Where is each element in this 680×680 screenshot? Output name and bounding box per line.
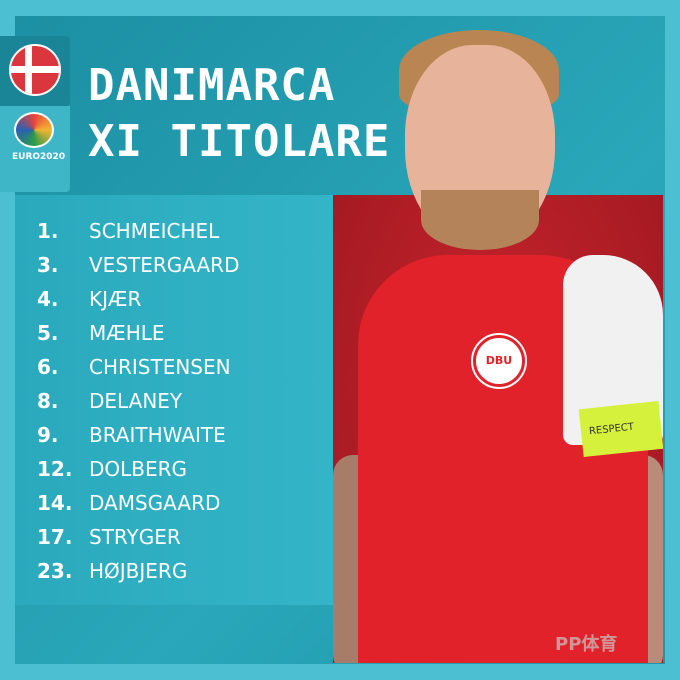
- player-number: 3.: [37, 253, 59, 277]
- denmark-flag-icon: [9, 44, 61, 96]
- player-name: KJÆR: [89, 287, 142, 311]
- player-number: 12.: [37, 457, 73, 481]
- euro2020-logo-text: EURO2020: [12, 152, 66, 162]
- player-photo: RESPECT DBU: [333, 195, 663, 663]
- player-number: 23.: [37, 559, 73, 583]
- player-name: STRYGER: [89, 525, 181, 549]
- player-row: 9. BRAITHWAITE: [37, 418, 226, 452]
- player-name: MÆHLE: [89, 321, 165, 345]
- player-name: VESTERGAARD: [89, 253, 240, 277]
- page-title: DANIMARCA XI TITOLARE: [88, 58, 390, 170]
- player-name: SCHMEICHEL: [89, 219, 220, 243]
- player-row: 4. KJÆR: [37, 282, 141, 316]
- player-name: DAMSGAARD: [89, 491, 221, 515]
- player-number: 17.: [37, 525, 73, 549]
- player-row: 8. DELANEY: [37, 384, 182, 418]
- watermark: PP体育: [555, 634, 618, 655]
- player-number: 14.: [37, 491, 73, 515]
- player-number: 1.: [37, 219, 59, 243]
- player-row: 12. DOLBERG: [37, 452, 187, 486]
- player-row: 23. HØJBJERG: [37, 554, 187, 588]
- player-row: 3. VESTERGAARD: [37, 248, 239, 282]
- title-line-2: XI TITOLARE: [88, 116, 391, 167]
- player-name: CHRISTENSEN: [89, 355, 231, 379]
- player-number: 5.: [37, 321, 59, 345]
- player-number: 8.: [37, 389, 59, 413]
- player-number: 9.: [37, 423, 59, 447]
- title-line-1: DANIMARCA: [88, 60, 336, 111]
- player-number: 4.: [37, 287, 59, 311]
- player-row: 1. SCHMEICHEL: [37, 214, 219, 248]
- euro2020-logo-icon: [14, 112, 54, 148]
- lineup-panel: [15, 195, 333, 605]
- player-name: DOLBERG: [89, 457, 188, 481]
- player-row: 6. CHRISTENSEN: [37, 350, 231, 384]
- player-name: HØJBJERG: [89, 559, 188, 583]
- player-row: 17. STRYGER: [37, 520, 181, 554]
- dbu-crest-icon: DBU: [471, 333, 527, 389]
- player-name: BRAITHWAITE: [89, 423, 226, 447]
- player-row: 5. MÆHLE: [37, 316, 165, 350]
- player-name: DELANEY: [89, 389, 183, 413]
- player-row: 14. DAMSGAARD: [37, 486, 220, 520]
- captain-armband: RESPECT: [578, 400, 663, 458]
- player-number: 6.: [37, 355, 59, 379]
